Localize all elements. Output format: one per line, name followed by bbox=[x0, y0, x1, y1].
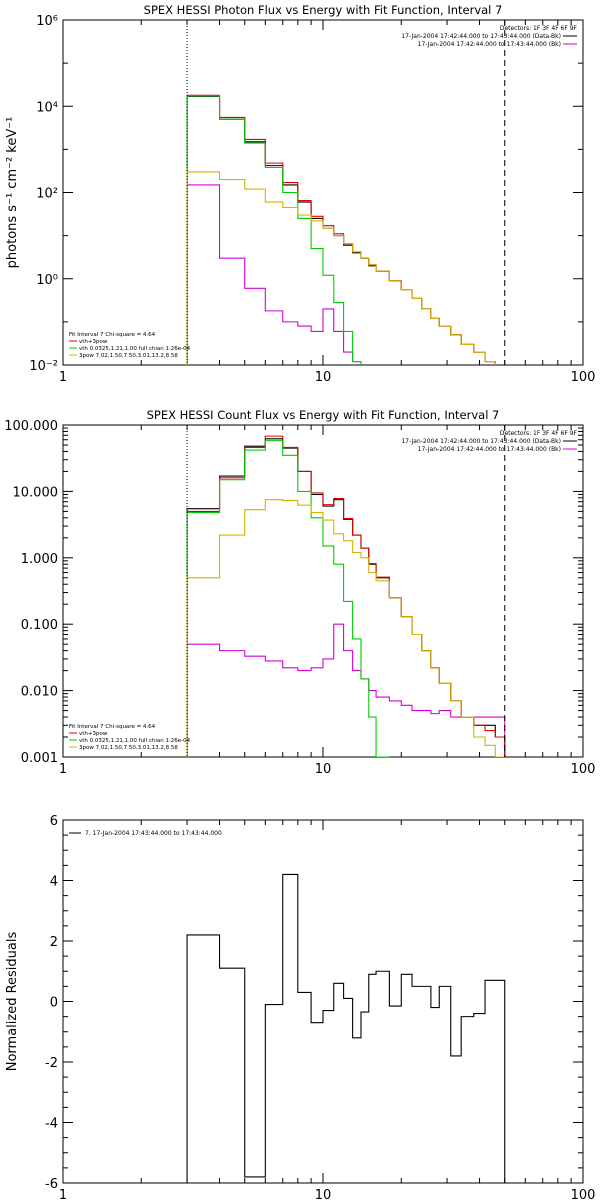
chart-title: SPEX HESSI Photon Flux vs Energy with Fi… bbox=[144, 3, 503, 17]
legend-entry: 17-Jan-2004 17:42:44.000 to 17:43:44.000… bbox=[418, 446, 561, 453]
y-tick-label: -2 bbox=[45, 1056, 58, 1071]
legend-entry: Detectors: 1F 3F 4F 6F 9F bbox=[500, 25, 578, 32]
legend-entry: 7. 17-Jan-2004 17:43:44.000 to 17:43:44.… bbox=[85, 830, 222, 837]
fit-legend-entry: vth+3pow bbox=[79, 339, 108, 345]
series-line-bk bbox=[186, 623, 506, 757]
fit-legend-entry: 3pow 7.02,1.50,7.50,3.01,13.2,8.58 bbox=[79, 745, 178, 751]
fit-legend-entry: 3pow 7.02,1.50,7.50,3.01,13.2,8.58 bbox=[79, 353, 178, 359]
y-tick-label: 4 bbox=[50, 875, 58, 890]
chart-title: SPEX HESSI Count Flux vs Energy with Fit… bbox=[147, 408, 500, 422]
series-group bbox=[186, 873, 506, 1183]
y-tick-label: -4 bbox=[45, 1117, 58, 1132]
y-tick-label: 1.000 bbox=[21, 552, 58, 567]
legend-entry: 17-Jan-2004 17:42:44.000 to 17:43:44.000… bbox=[418, 41, 561, 48]
x-tick-label: 100 bbox=[571, 762, 596, 777]
series-line-data-bk bbox=[186, 438, 506, 757]
x-tick-label: 100 bbox=[571, 1188, 596, 1200]
x-tick-label: 10 bbox=[315, 370, 332, 385]
y-tick-label: 0.010 bbox=[21, 685, 58, 700]
series-group bbox=[186, 94, 496, 365]
y-tick-label: 10.000 bbox=[13, 485, 59, 500]
y-tick-label: 0.100 bbox=[21, 618, 58, 633]
x-tick-label: 10 bbox=[315, 762, 332, 777]
legend-entry: 17-Jan-2004 17:42:44.000 to 17:43:44.000… bbox=[401, 33, 561, 40]
series-group bbox=[186, 435, 506, 757]
legend-entry: 17-Jan-2004 17:42:44.000 to 17:43:44.000… bbox=[401, 438, 561, 445]
series-line-3pow bbox=[186, 171, 496, 365]
x-tick-label: 1 bbox=[59, 762, 67, 777]
series-line-vth bbox=[186, 440, 390, 757]
fit-legend-entry: Fit Interval 7 Chi-square = 4.64 bbox=[69, 724, 156, 730]
photon-flux-panel: SPEX HESSI Photon Flux vs Energy with Fi… bbox=[5, 3, 596, 385]
y-tick-label: 10² bbox=[36, 187, 58, 202]
series-line-7-17-jan-2004-17-43-44-000-to-17-43-44-000 bbox=[186, 873, 506, 1183]
fit-legend-entry: vth 0.0325,1.21,1.00 full chian 1.26e-04 bbox=[79, 346, 191, 352]
x-tick-label: 100 bbox=[571, 370, 596, 385]
series-line-vth bbox=[186, 95, 362, 365]
fit-legend-entry: vth+3pow bbox=[79, 731, 108, 737]
y-tick-label: 10⁶ bbox=[36, 14, 58, 29]
x-tick-label: 1 bbox=[59, 370, 67, 385]
y-tick-label: 10⁴ bbox=[36, 100, 58, 115]
series-line-vth-3pow bbox=[186, 435, 506, 757]
fit-legend-entry: vth 0.0325,1.21,1.00 full chian 1.26e-04 bbox=[79, 738, 191, 744]
y-axis-label: Normalized Residuals bbox=[5, 932, 20, 1072]
series-line-vth-3pow bbox=[186, 94, 496, 365]
y-tick-label: 10⁻² bbox=[29, 359, 58, 374]
y-tick-label: 2 bbox=[50, 935, 58, 950]
x-tick-label: 1 bbox=[59, 1188, 67, 1200]
y-tick-label: -6 bbox=[45, 1177, 58, 1192]
y-axis-label: photons s⁻¹ cm⁻² keV⁻¹ bbox=[5, 117, 20, 269]
residuals-panel: Normalized Residuals 1 10 100 -6 -4 -2 0 2 4 6 7. 1… bbox=[5, 814, 595, 1200]
y-tick-label: 0.001 bbox=[21, 751, 58, 766]
x-tick-label: 10 bbox=[315, 1188, 332, 1200]
y-tick-label: 100.000 bbox=[4, 419, 58, 434]
series-line-data-bk bbox=[186, 95, 496, 365]
y-tick-label: 0 bbox=[50, 996, 58, 1011]
fit-legend-entry: Fit Interval 7 Chi-square = 4.64 bbox=[69, 332, 156, 338]
y-tick-label: 6 bbox=[50, 814, 58, 829]
count-flux-panel: SPEX HESSI Count Flux vs Energy with Fit… bbox=[4, 408, 596, 777]
legend-entry: Detectors: 1F 3F 4F 6F 9F bbox=[500, 430, 578, 437]
series-line-3pow bbox=[186, 499, 506, 757]
y-tick-label: 10⁰ bbox=[36, 273, 58, 288]
series-line-bk bbox=[186, 184, 362, 365]
